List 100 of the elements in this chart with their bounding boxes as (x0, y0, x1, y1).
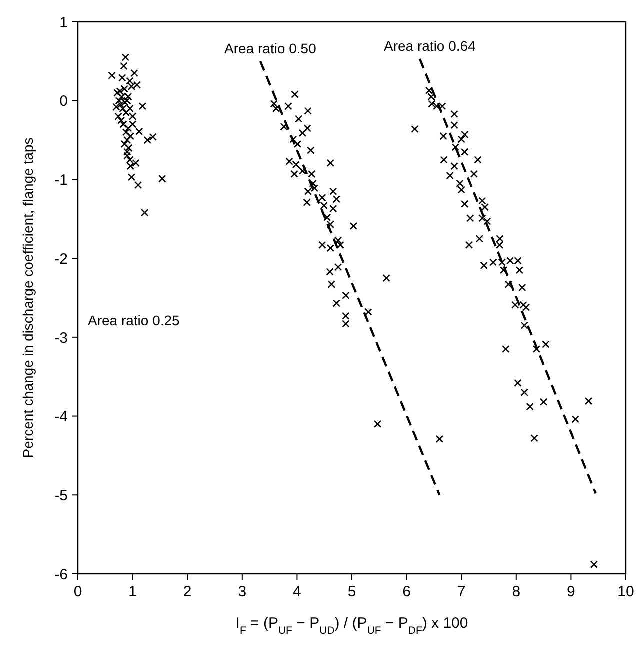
point (149, 133, 157, 141)
point (332, 196, 341, 204)
point (542, 340, 550, 348)
point (514, 379, 522, 388)
point (450, 121, 458, 130)
point (572, 416, 580, 424)
point (476, 235, 484, 243)
y-tick-label: -2 (54, 250, 68, 268)
y-tick-label: -3 (54, 330, 68, 347)
point (514, 257, 522, 265)
x-tick-label: 8 (512, 584, 521, 601)
point (438, 102, 446, 110)
point (440, 132, 448, 140)
point (328, 280, 336, 288)
point (458, 136, 466, 144)
point (136, 128, 144, 136)
point (516, 266, 524, 274)
point (450, 162, 458, 170)
x-tick-label: 7 (457, 584, 466, 601)
point (326, 268, 334, 276)
point (440, 156, 448, 164)
annotation: Area ratio 0.64 (384, 38, 476, 54)
point (506, 257, 514, 265)
point (511, 301, 520, 309)
point (124, 93, 132, 101)
point (108, 72, 116, 80)
point (318, 241, 326, 250)
x-tick-label: 3 (238, 584, 247, 601)
point (411, 125, 419, 134)
point (134, 181, 142, 190)
x-tick-label: 5 (348, 584, 356, 601)
point (532, 345, 541, 354)
point (292, 160, 300, 169)
point (480, 262, 488, 270)
point (530, 434, 538, 442)
point (326, 220, 334, 229)
point (298, 167, 307, 175)
point (307, 146, 315, 154)
point (350, 222, 358, 230)
point (290, 170, 298, 178)
point (304, 188, 312, 196)
point (374, 420, 382, 428)
point (330, 205, 338, 213)
point (466, 214, 474, 222)
annotation: Area ratio 0.50 (224, 40, 317, 56)
x-tick-label: 6 (402, 584, 411, 601)
point (465, 241, 474, 250)
point (294, 140, 302, 148)
point (117, 116, 126, 124)
point (461, 148, 469, 156)
point (303, 198, 311, 206)
point (286, 158, 294, 166)
x-tick-label: 2 (183, 584, 192, 601)
point (138, 102, 147, 110)
point (128, 174, 136, 182)
point (436, 435, 444, 444)
point (294, 115, 303, 123)
point (452, 144, 460, 152)
point (326, 159, 334, 168)
point (590, 560, 598, 568)
point (141, 208, 149, 217)
point (382, 274, 390, 282)
point (504, 280, 513, 288)
x-tick-label: 4 (293, 584, 302, 601)
x-tick-label: 10 (618, 584, 634, 601)
x-tick-label: 9 (567, 584, 576, 601)
point (133, 81, 142, 89)
point (526, 402, 534, 411)
point (520, 301, 528, 309)
y-tick-label: 0 (60, 93, 68, 110)
point (284, 102, 292, 110)
x-tick-label: 1 (128, 584, 137, 601)
point (304, 124, 312, 132)
point (364, 308, 372, 316)
point (291, 90, 299, 98)
point (461, 200, 469, 208)
point (122, 108, 130, 117)
point (474, 156, 482, 164)
point (118, 74, 126, 82)
y-axis-title: Percent change in discharge coefficient, flange taps (20, 138, 36, 458)
point (130, 69, 138, 78)
point (584, 397, 593, 406)
point (520, 388, 528, 396)
point (478, 214, 486, 222)
point (433, 102, 441, 110)
point (446, 172, 454, 180)
text: I$_{F}$ = (P$_{UF}$ − P$_{UD}$) / (P$_{UF}$ − P$_{DF}$) x 100 (236, 615, 468, 637)
y-tick-label: -1 (54, 172, 68, 190)
y-tick-label: -4 (54, 408, 68, 426)
point (114, 112, 122, 120)
point (326, 244, 334, 252)
point (522, 304, 530, 312)
point (540, 398, 548, 406)
point (484, 218, 492, 226)
point (450, 110, 458, 118)
y-tick-label: -5 (54, 487, 68, 504)
point (304, 107, 312, 115)
point (280, 123, 288, 131)
point (490, 258, 498, 266)
point (518, 284, 526, 292)
